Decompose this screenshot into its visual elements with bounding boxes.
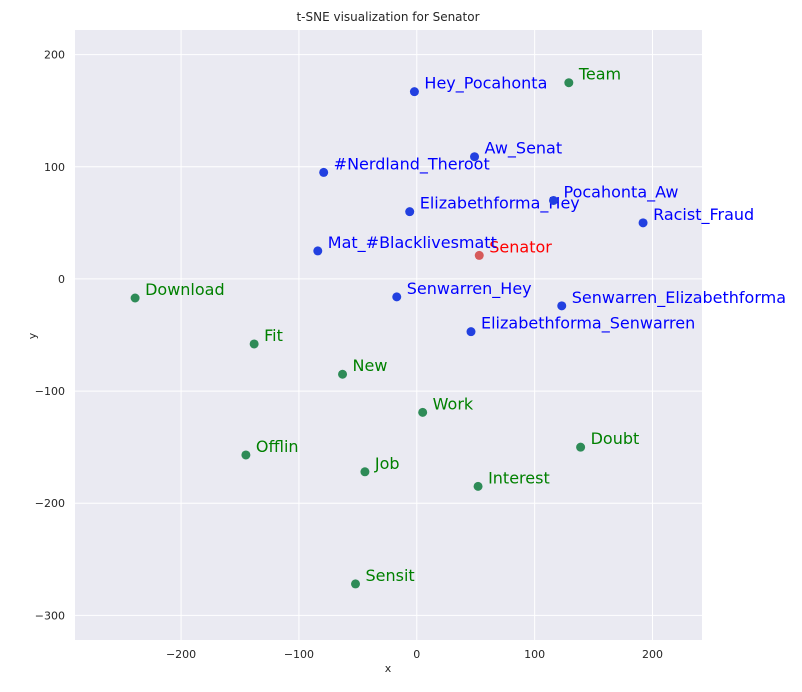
point-label: Mat_#Blacklivesmatt	[328, 233, 497, 253]
point-label: Offlin	[256, 437, 299, 456]
data-point	[473, 481, 483, 491]
y-tick-label: 0	[58, 273, 65, 286]
x-tick-label: 0	[413, 648, 420, 661]
data-points: Senator Hey_Pocahonta Aw_Senat#Nerdland_Th…	[130, 65, 786, 589]
data-point	[418, 407, 428, 417]
point-label: Elizabethforma_Hey	[420, 194, 580, 214]
y-tick-label: 100	[44, 161, 65, 174]
point-label: Hey_Pocahonta	[424, 74, 547, 94]
data-point	[409, 87, 419, 97]
x-tick-label: 200	[642, 648, 663, 661]
point-label: Senator	[489, 237, 552, 256]
y-tick-label: −200	[35, 497, 65, 510]
data-point	[351, 579, 360, 589]
plot-area	[75, 30, 702, 640]
data-point	[130, 293, 140, 303]
data-point	[557, 301, 567, 311]
data-point	[360, 467, 370, 477]
x-tick-label: −200	[166, 648, 196, 661]
point-label: Fit	[264, 326, 283, 345]
point-label: Aw_Senat	[485, 139, 563, 159]
data-point	[338, 369, 348, 379]
x-tick-label: 100	[524, 648, 545, 661]
data-point	[319, 167, 329, 177]
y-axis-label: y	[26, 332, 39, 339]
point-label: Download	[145, 280, 225, 299]
data-point	[249, 339, 259, 349]
tick-labels: −200 −100 0 100 200 200 100 0 −100 −200 −300	[35, 49, 663, 661]
point-label: Work	[433, 394, 474, 413]
data-point	[470, 152, 480, 162]
point-label: Team	[578, 65, 621, 84]
point-label: Sensit	[366, 566, 415, 585]
point-label: Senwarren_Hey	[407, 279, 532, 299]
data-point	[576, 442, 586, 452]
data-point	[466, 327, 476, 337]
x-axis-label: x	[385, 662, 392, 675]
data-point	[405, 207, 415, 217]
data-point	[549, 195, 558, 205]
point-label: Interest	[488, 468, 550, 487]
point-label: Pocahonta_Aw	[564, 182, 679, 202]
data-point	[392, 292, 402, 302]
x-tick-label: −100	[284, 648, 314, 661]
grid-lines	[75, 30, 702, 640]
point-label: Doubt	[591, 429, 640, 448]
data-point	[638, 218, 648, 228]
point-label: Senwarren_Elizabethforma	[572, 288, 786, 308]
data-point	[241, 450, 251, 460]
y-tick-label: −100	[35, 385, 65, 398]
y-tick-label: 200	[44, 49, 65, 62]
data-point	[474, 250, 484, 260]
y-tick-label: −300	[35, 609, 65, 622]
point-label: Racist_Fraud	[653, 205, 754, 225]
chart-title: t-SNE visualization for Senator	[296, 10, 479, 24]
data-point	[313, 246, 323, 256]
point-label: #Nerdland_Theroot	[334, 154, 490, 174]
data-point	[564, 78, 574, 88]
point-label: Elizabethforma_Senwarren	[481, 314, 695, 334]
point-label: New	[353, 356, 388, 375]
point-label: Job	[374, 454, 400, 473]
